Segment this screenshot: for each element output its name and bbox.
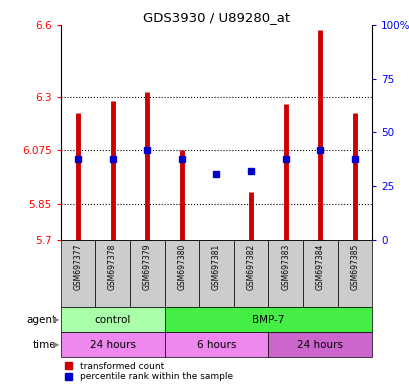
Text: GSM697381: GSM697381: [211, 243, 220, 290]
Bar: [337, 240, 371, 307]
Text: GSM697382: GSM697382: [246, 243, 255, 290]
Text: GSM697380: GSM697380: [177, 243, 186, 290]
Text: GSM697383: GSM697383: [281, 243, 290, 290]
Text: GSM697378: GSM697378: [108, 243, 117, 290]
Text: GSM697379: GSM697379: [142, 243, 151, 290]
Legend: transformed count, percentile rank within the sample: transformed count, percentile rank withi…: [65, 362, 232, 381]
Bar: [268, 332, 371, 357]
Bar: [61, 332, 164, 357]
Bar: [164, 240, 199, 307]
Text: time: time: [33, 339, 56, 350]
Text: GSM697377: GSM697377: [73, 243, 82, 290]
Text: ▶: ▶: [53, 315, 60, 324]
Text: ▶: ▶: [53, 340, 60, 349]
Bar: [130, 240, 164, 307]
Text: 6 hours: 6 hours: [196, 339, 236, 350]
Text: BMP-7: BMP-7: [252, 314, 284, 325]
Bar: [268, 240, 302, 307]
Bar: [199, 240, 233, 307]
Bar: [164, 307, 371, 332]
Bar: [233, 240, 268, 307]
Bar: [61, 240, 95, 307]
Bar: [302, 240, 337, 307]
Text: 24 hours: 24 hours: [90, 339, 135, 350]
Bar: [95, 240, 130, 307]
Text: agent: agent: [27, 314, 56, 325]
Text: GSM697385: GSM697385: [350, 243, 359, 290]
Bar: [164, 332, 268, 357]
Text: control: control: [94, 314, 130, 325]
Text: 24 hours: 24 hours: [297, 339, 342, 350]
Bar: [61, 307, 164, 332]
Text: GSM697384: GSM697384: [315, 243, 324, 290]
Title: GDS3930 / U89280_at: GDS3930 / U89280_at: [143, 11, 289, 24]
